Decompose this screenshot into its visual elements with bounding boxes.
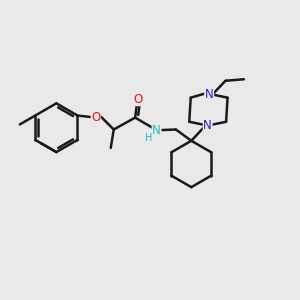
Text: H: H	[145, 133, 152, 143]
Text: O: O	[91, 110, 101, 124]
Text: N: N	[203, 119, 212, 132]
Text: N: N	[152, 124, 161, 136]
Text: O: O	[133, 93, 142, 106]
Text: N: N	[205, 88, 214, 100]
